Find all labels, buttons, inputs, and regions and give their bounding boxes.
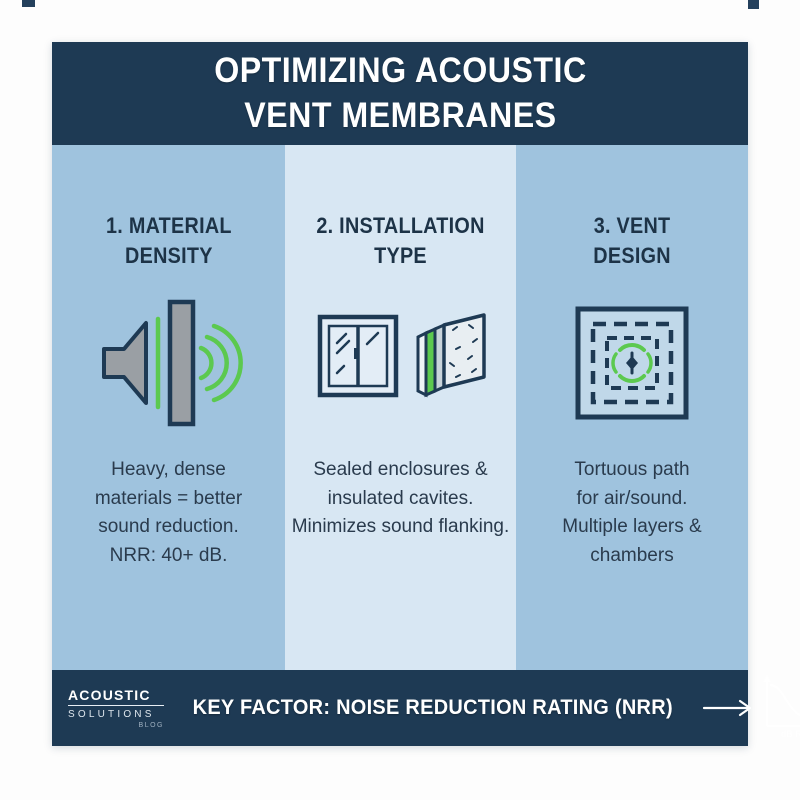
column-heading: 2. INSTALLATION TYPE [316,213,485,268]
logo-line-acoustic: ACOUSTIC [68,687,164,706]
column-installation-type: 2. INSTALLATION TYPE [285,145,516,670]
logo-line-blog: BLOG [138,722,164,729]
column-description: Sealed enclosures & insulated cavites. M… [291,459,510,538]
window-and-insulated-panel-icon [306,284,496,442]
logo-line-solutions: SOLUTIONS [68,709,155,720]
window-icon [317,315,398,398]
x-axis-label: dB Reduction [781,729,800,739]
columns-row: 1. MATERIAL DENSITY Heavy, dense materia… [52,145,748,670]
insulated-panel-icon [416,313,486,398]
page-title: OPTIMIZING ACOUSTIC VENT MEMBRANES [213,51,587,135]
column-heading: 1. MATERIAL DENSITY [105,213,232,268]
column-heading: 3. VENT DESIGN [593,213,671,268]
column-vent-design: 3. VENT DESIGN Tortuous path for ai [516,145,748,670]
right-arrow-icon [702,699,751,717]
acoustic-solutions-logo: ACOUSTIC SOLUTIONS BLOG [52,687,180,729]
stray-mark-top-left [22,0,35,7]
maze-vent-icon [571,284,693,442]
footer-banner: ACOUSTIC SOLUTIONS BLOG KEY FACTOR: NOIS… [52,670,800,746]
key-factor-area: KEY FACTOR: NOISE REDUCTION RATING (NRR) [180,696,756,720]
key-factor-text: KEY FACTOR: NOISE REDUCTION RATING (NRR) [192,696,673,719]
column-description: Tortuous path for air/sound. Multiple la… [562,459,702,566]
column-material-density: 1. MATERIAL DENSITY Heavy, dense materia… [52,145,285,670]
column-description: Heavy, dense materials = better sound re… [94,459,243,566]
header-banner: OPTIMIZING ACOUSTIC VENT MEMBRANES [52,42,748,145]
speaker-membrane-soundwaves-icon [94,284,244,442]
infographic-card: OPTIMIZING ACOUSTIC VENT MEMBRANES 1. MA… [52,42,800,746]
db-reduction-mini-chart: dB Reduction dB Reduction [756,673,800,744]
stray-mark-top-right [748,0,759,9]
